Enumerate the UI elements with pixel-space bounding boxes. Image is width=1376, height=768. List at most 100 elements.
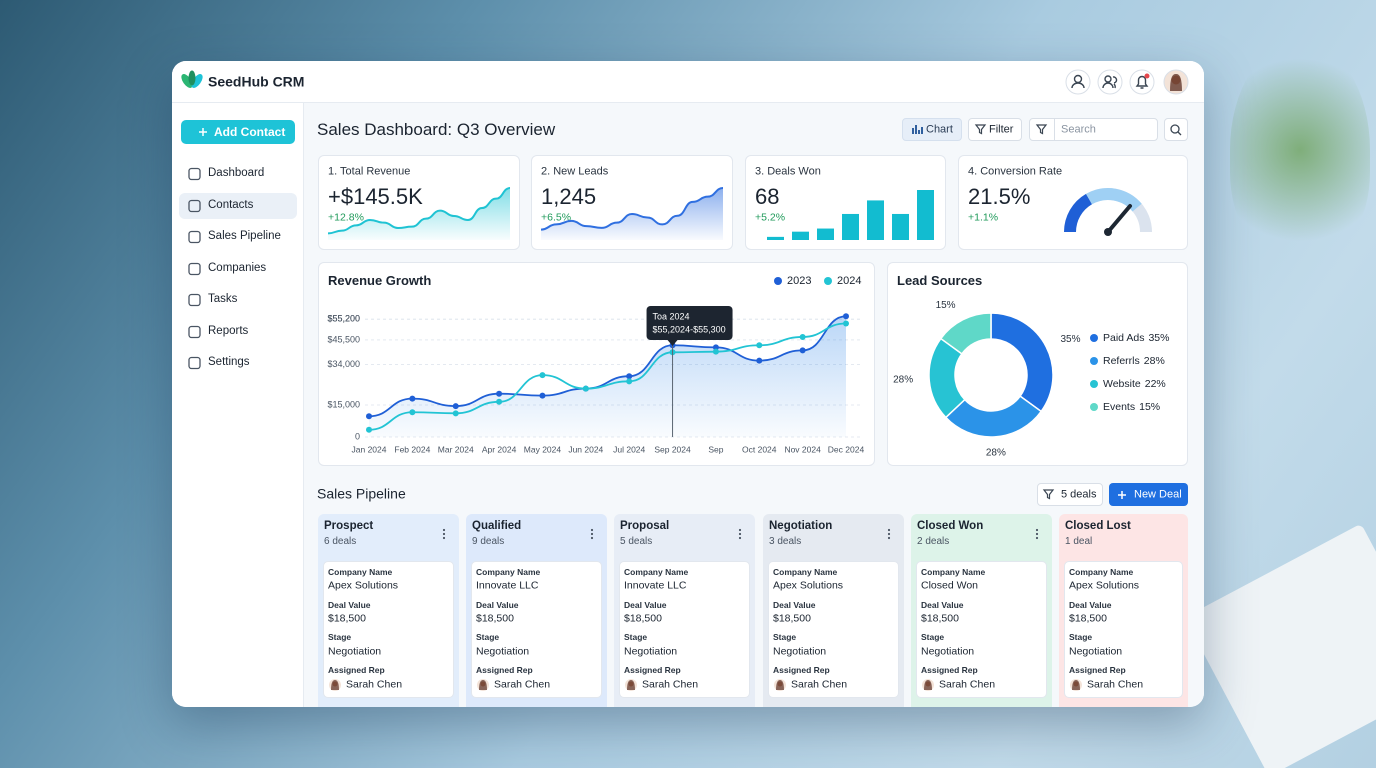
field-label: Company Name bbox=[1069, 566, 1134, 577]
field-label: Company Name bbox=[328, 566, 393, 577]
app-name: SeedHub CRM bbox=[208, 73, 305, 90]
column-name: Prospect bbox=[324, 520, 374, 533]
field-label: Deal Value bbox=[921, 599, 964, 610]
field-value: Closed Won bbox=[921, 579, 979, 592]
field-value: $18,500 bbox=[328, 612, 366, 625]
kpi-label: 1. Total Revenue bbox=[328, 165, 411, 178]
deals-filter-label[interactable]: 5 deals bbox=[1061, 488, 1097, 501]
chart-card bbox=[887, 262, 1188, 466]
column-name: Closed Won bbox=[917, 520, 984, 533]
kpi-label: 4. Conversion Rate bbox=[968, 165, 1063, 178]
section-title: Sales Pipeline bbox=[317, 485, 406, 502]
field-label: Deal Value bbox=[624, 599, 667, 610]
column-count: 1 deal bbox=[1065, 536, 1093, 547]
field-label: Assigned Rep bbox=[1069, 664, 1126, 675]
field-label: Stage bbox=[1069, 631, 1093, 642]
field-label: Company Name bbox=[476, 566, 541, 577]
column-count: 5 deals bbox=[620, 536, 653, 547]
chart-button-label[interactable]: Chart bbox=[926, 123, 953, 136]
column-count: 3 deals bbox=[769, 536, 802, 547]
nav-item[interactable]: Companies bbox=[208, 262, 267, 275]
new-deal-label[interactable]: New Deal bbox=[1134, 488, 1182, 501]
kpi-change: +6.5% bbox=[541, 211, 572, 224]
chart-button[interactable] bbox=[902, 118, 962, 141]
field-value: Innovate LLC bbox=[624, 579, 687, 592]
field-value: Apex Solutions bbox=[328, 579, 399, 592]
column-name: Closed Lost bbox=[1065, 520, 1131, 533]
kpi-value: +$145.5K bbox=[328, 183, 423, 209]
kpi-change: +12.8% bbox=[328, 211, 364, 224]
filter-button-label[interactable]: Filter bbox=[989, 123, 1014, 136]
chart-card bbox=[318, 262, 875, 466]
kpi-value: 21.5% bbox=[968, 183, 1031, 209]
kpi-label: 3. Deals Won bbox=[755, 165, 821, 178]
field-label: Stage bbox=[476, 631, 500, 642]
field-value: Sarah Chen bbox=[1087, 678, 1144, 691]
search-box[interactable] bbox=[1029, 118, 1158, 141]
field-value: Sarah Chen bbox=[642, 678, 699, 691]
field-value: Negotiation bbox=[328, 645, 382, 658]
column-count: 6 deals bbox=[324, 536, 357, 547]
nav-item[interactable]: Contacts bbox=[208, 199, 254, 212]
field-value: Apex Solutions bbox=[1069, 579, 1140, 592]
desk-notebook bbox=[1184, 523, 1376, 768]
add-contact-label[interactable]: Add Contact bbox=[214, 124, 286, 139]
column-count: 9 deals bbox=[472, 536, 505, 547]
field-label: Stage bbox=[773, 631, 797, 642]
field-value: Innovate LLC bbox=[476, 579, 539, 592]
field-label: Company Name bbox=[921, 566, 986, 577]
search-divider bbox=[1054, 118, 1055, 141]
field-value: Sarah Chen bbox=[346, 678, 403, 691]
field-value: Sarah Chen bbox=[791, 678, 848, 691]
field-value: Sarah Chen bbox=[494, 678, 551, 691]
field-value: $18,500 bbox=[921, 612, 959, 625]
new-deal-button[interactable] bbox=[1109, 483, 1188, 506]
column-name: Qualified bbox=[472, 520, 522, 533]
field-label: Assigned Rep bbox=[476, 664, 533, 675]
column-name: Proposal bbox=[620, 520, 670, 533]
field-value: Negotiation bbox=[476, 645, 530, 658]
field-label: Assigned Rep bbox=[624, 664, 681, 675]
deal-card[interactable] bbox=[619, 561, 750, 698]
field-value: $18,500 bbox=[476, 612, 514, 625]
field-label: Stage bbox=[328, 631, 352, 642]
field-label: Assigned Rep bbox=[773, 664, 830, 675]
field-label: Company Name bbox=[624, 566, 689, 577]
field-label: Stage bbox=[624, 631, 648, 642]
filter-button[interactable] bbox=[968, 118, 1022, 141]
field-label: Assigned Rep bbox=[328, 664, 385, 675]
nav-item[interactable]: Reports bbox=[208, 325, 249, 338]
deals-filter-button[interactable] bbox=[1037, 483, 1103, 506]
field-value: Negotiation bbox=[773, 645, 827, 658]
column-name: Negotiation bbox=[769, 520, 833, 533]
kpi-change: +1.1% bbox=[968, 211, 999, 224]
deal-card[interactable] bbox=[323, 561, 454, 698]
deal-card[interactable] bbox=[471, 561, 602, 698]
page-title: Sales Dashboard: Q3 Overview bbox=[317, 119, 556, 139]
field-value: Negotiation bbox=[624, 645, 678, 658]
kpi-change: +5.2% bbox=[755, 211, 786, 224]
desk-plant bbox=[1230, 40, 1370, 260]
nav-item[interactable]: Settings bbox=[208, 356, 250, 369]
field-value: Negotiation bbox=[921, 645, 975, 658]
search-button[interactable] bbox=[1164, 118, 1188, 141]
deal-card[interactable] bbox=[1064, 561, 1183, 698]
top-bar bbox=[172, 61, 1204, 103]
search-placeholder[interactable]: Search bbox=[1061, 123, 1096, 136]
nav-item[interactable]: Dashboard bbox=[208, 167, 265, 180]
deal-card[interactable] bbox=[768, 561, 899, 698]
field-label: Company Name bbox=[773, 566, 838, 577]
nav-item[interactable]: Sales Pipeline bbox=[208, 230, 281, 243]
field-label: Deal Value bbox=[328, 599, 371, 610]
chart-title: Lead Sources bbox=[897, 273, 983, 289]
nav-item[interactable]: Tasks bbox=[208, 293, 238, 306]
deal-card[interactable] bbox=[916, 561, 1047, 698]
kpi-value: 1,245 bbox=[541, 183, 597, 209]
kpi-value: 68 bbox=[755, 183, 780, 209]
chart-title: Revenue Growth bbox=[328, 273, 432, 289]
column-count: 2 deals bbox=[917, 536, 950, 547]
field-value: $18,500 bbox=[1069, 612, 1107, 625]
kpi-label: 2. New Leads bbox=[541, 165, 609, 178]
field-value: $18,500 bbox=[773, 612, 811, 625]
